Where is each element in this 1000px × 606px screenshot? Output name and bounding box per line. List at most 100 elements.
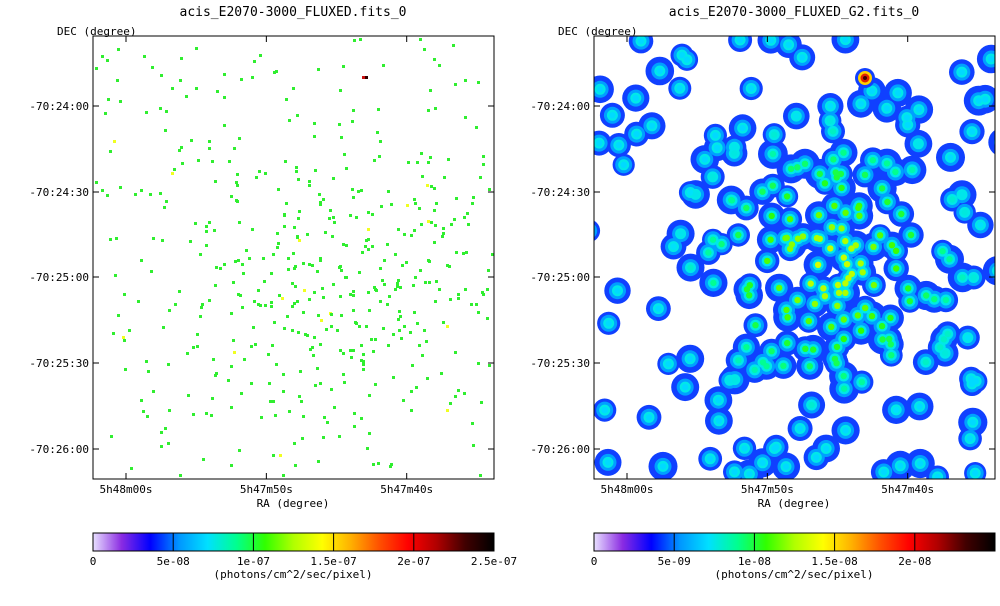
smoothed-blob-core xyxy=(821,293,829,300)
pixel-event xyxy=(275,70,278,73)
smoothed-blob-core xyxy=(840,372,847,380)
smoothed-blob-outer xyxy=(982,256,995,286)
pixel-event xyxy=(392,376,395,379)
pixel-event xyxy=(332,177,335,180)
smoothed-blob-core xyxy=(746,292,753,299)
pixel-event xyxy=(377,108,380,111)
pixel-event xyxy=(194,222,197,225)
pixel-event xyxy=(464,116,467,119)
pixel-event xyxy=(455,197,458,200)
pixel-event xyxy=(242,272,245,275)
pixel-event xyxy=(297,217,300,220)
pixel-event xyxy=(430,221,433,224)
pixel-event xyxy=(239,294,242,297)
smoothed-blob-core xyxy=(922,358,929,366)
pixel-event xyxy=(462,252,465,255)
smoothed-blob-core xyxy=(783,193,791,200)
pixel-event xyxy=(452,44,455,47)
pixel-event xyxy=(223,263,226,266)
pixel-event xyxy=(479,474,482,477)
pixel-event xyxy=(411,364,414,367)
pixel-event xyxy=(314,169,317,172)
pixel-event xyxy=(264,304,267,307)
smoothed-blob-core xyxy=(842,427,849,434)
x-ticks: 5h48m00s 5h47m50s 5h47m40s xyxy=(100,36,433,496)
smoothed-blob-core xyxy=(715,417,723,424)
pixel-event xyxy=(392,333,395,336)
pixel-event xyxy=(159,192,162,195)
pixel-event xyxy=(389,465,392,468)
pixel-event xyxy=(448,265,451,268)
smoothed-blob-core xyxy=(975,97,982,104)
pixel-event xyxy=(196,333,199,336)
pixel-event xyxy=(253,300,256,303)
pixel-event xyxy=(258,170,261,173)
pixel-event xyxy=(317,460,320,463)
pixel-event xyxy=(413,311,416,314)
pixel-event xyxy=(396,285,399,288)
pixel-event xyxy=(386,243,389,246)
pixel-event xyxy=(304,333,307,336)
smoothed-blob-core xyxy=(683,56,691,63)
pixel-event xyxy=(397,279,400,282)
pixel-event xyxy=(365,325,368,328)
pixel-event xyxy=(178,290,181,293)
smoothed-blob-core xyxy=(892,168,899,176)
smoothed-blob-core xyxy=(969,419,976,426)
pixel-event xyxy=(434,107,437,110)
smoothed-blob-core xyxy=(771,445,778,452)
pixel-event xyxy=(147,370,150,373)
pixel-event xyxy=(429,156,432,159)
smoothed-blob-core xyxy=(859,269,866,276)
pixel-event xyxy=(164,427,167,430)
smoothed-blob-core xyxy=(961,209,968,216)
pixel-event xyxy=(488,188,491,191)
pixel-event xyxy=(238,221,241,224)
pixel-event xyxy=(487,269,490,272)
smoothed-blob-core xyxy=(903,114,911,121)
x-tick-label: 5h47m50s xyxy=(741,483,794,496)
pixel-event xyxy=(338,435,341,438)
pixel-event xyxy=(330,388,333,391)
smoothed-blob-core xyxy=(785,41,792,48)
pixel-event xyxy=(296,236,299,239)
pixel-event xyxy=(250,345,253,348)
pixel-event xyxy=(339,265,342,268)
pixel-event xyxy=(115,237,118,240)
smoothed-blob-core xyxy=(801,160,809,167)
pixel-event xyxy=(95,67,98,70)
x-tick-label: 5h48m00s xyxy=(601,483,654,496)
pixel-event xyxy=(352,294,355,297)
pixel-event xyxy=(320,319,323,322)
colorbar-tick-label: 1e-07 xyxy=(237,555,270,568)
pixel-event xyxy=(311,346,314,349)
smoothed-blob-core xyxy=(718,240,725,248)
pixel-event xyxy=(372,463,375,466)
y-tick-label: -70:26:00 xyxy=(29,443,89,456)
pixel-event xyxy=(124,368,127,371)
smoothed-blob-core xyxy=(905,285,912,292)
smoothed-blob-core xyxy=(787,165,795,173)
smoothed-blob-core xyxy=(870,281,878,289)
smoothed-blob-core xyxy=(842,289,849,297)
smoothed-blob-core xyxy=(605,320,612,327)
smoothed-blob-core xyxy=(807,280,814,287)
smoothed-blob-core xyxy=(893,406,900,414)
pixel-event xyxy=(178,149,181,152)
smoothed-blob-core xyxy=(834,281,842,289)
pixel-event xyxy=(240,392,243,395)
pixel-event xyxy=(313,122,316,125)
smoothed-blob-core xyxy=(861,171,869,178)
pixel-event xyxy=(179,79,182,82)
y-tick-label: -70:25:00 xyxy=(530,271,590,284)
pixel-event xyxy=(223,73,226,76)
pixel-event xyxy=(433,241,436,244)
pixel-event xyxy=(308,263,311,266)
pixel-event xyxy=(253,60,256,63)
pixel-event xyxy=(301,437,304,440)
pixel-event xyxy=(362,363,365,366)
pixel-event xyxy=(106,194,109,197)
pixel-event xyxy=(419,269,422,272)
pixel-event xyxy=(117,48,120,51)
pixel-event xyxy=(420,152,423,155)
